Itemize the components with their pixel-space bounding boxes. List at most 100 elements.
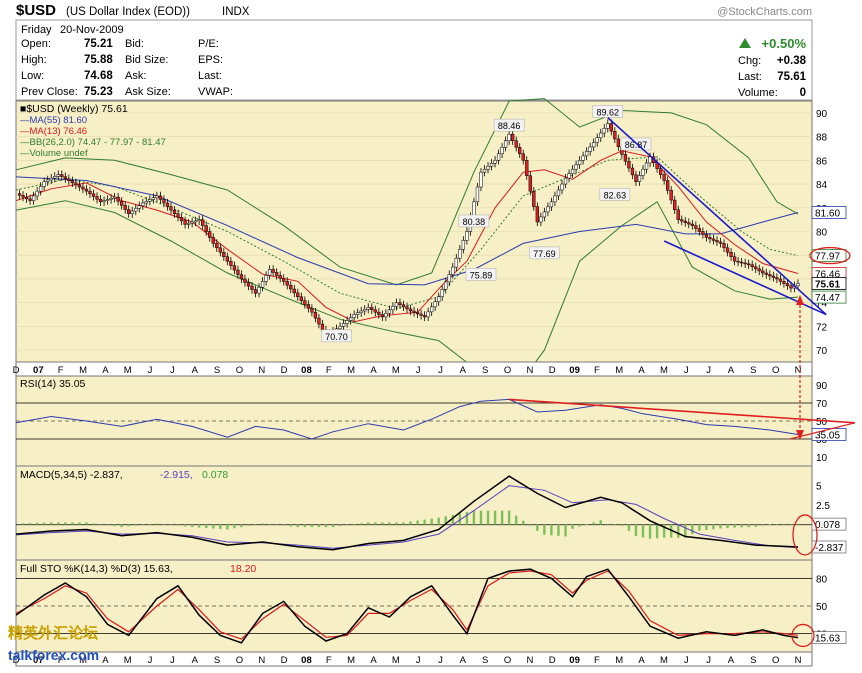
candle-body: [658, 168, 663, 175]
macd-hist-bar: [747, 524, 750, 528]
macd-hist-bar: [183, 524, 187, 527]
x-tick-label: J: [706, 365, 711, 376]
candle-body: [616, 138, 621, 147]
candle-body: [680, 219, 684, 222]
candle-body: [165, 202, 170, 207]
macd-hist-bar: [789, 524, 793, 525]
candle-body: [172, 209, 177, 214]
x-tick-label: J: [416, 365, 421, 376]
candle-body: [785, 283, 790, 287]
candle-body: [747, 263, 751, 266]
x-tick-label: J: [148, 365, 153, 376]
candle-body: [764, 272, 768, 275]
candle-body: [415, 312, 420, 315]
candle-body: [725, 247, 730, 253]
y-tick-label: 86: [816, 156, 828, 167]
x-tick-label: S: [750, 365, 756, 376]
candle-body: [28, 198, 32, 201]
x-axis-strip: [15, 651, 813, 667]
candle-body: [405, 306, 409, 310]
macd-hist-bar: [205, 524, 208, 529]
candle-body: [88, 190, 92, 195]
candle-body: [401, 304, 406, 308]
macd-hist-bar: [493, 510, 497, 525]
candle-body: [535, 206, 539, 223]
x-tick-label: A: [728, 365, 735, 376]
x-tick-label: S: [214, 365, 220, 376]
annotation-box: [465, 268, 497, 281]
quote-right-value: 75.61: [777, 71, 806, 83]
candle-body: [253, 289, 258, 294]
macd-value-box: [811, 540, 847, 554]
macd-hist-bar: [409, 521, 412, 525]
quote-mid2-label: Last:: [198, 70, 222, 82]
candle-body: [722, 243, 726, 249]
candle-body: [77, 184, 82, 188]
legend-item: —BB(26,2.0) 74.47 - 77.97 - 81.47: [20, 137, 166, 148]
macd-hist-bar: [317, 524, 321, 528]
x-tick-label: O: [772, 655, 779, 666]
candle-body: [384, 313, 388, 318]
candle-body: [39, 186, 43, 192]
candle-body: [105, 199, 110, 201]
quote-mid-label: Bid:: [125, 38, 144, 50]
candle-body: [391, 305, 395, 311]
candle-body: [31, 195, 36, 201]
candle-body: [704, 234, 709, 238]
candle-body: [444, 281, 448, 290]
candle-body: [229, 260, 233, 266]
y-tick-label: 88: [816, 133, 828, 144]
candle-body: [778, 278, 783, 282]
x-tick-label: A: [638, 365, 645, 376]
x-tick-label: D: [13, 655, 20, 666]
legend-item: —MA(55) 81.60: [20, 115, 87, 126]
candle-body: [56, 174, 60, 177]
annotation-box: [321, 329, 352, 343]
candle-body: [225, 256, 230, 262]
sto-y-tick: 50: [816, 602, 828, 613]
candle-body: [144, 200, 148, 204]
candle-body: [412, 310, 416, 313]
candle-body: [694, 225, 698, 229]
right-value-label: 75.61: [815, 280, 840, 291]
macd-hist-bar: [782, 524, 786, 525]
macd-hist-bar: [796, 523, 800, 525]
exchange-label: INDX: [222, 6, 250, 18]
macd-value-label: -2.837: [815, 543, 844, 554]
macd-hist-bar: [233, 524, 236, 529]
x-tick-label: A: [192, 365, 199, 376]
candle-body: [127, 209, 131, 214]
macd-hist-bar: [289, 524, 292, 527]
x-tick-label: S: [482, 655, 488, 666]
candle-body: [697, 228, 702, 232]
price-annotation: 75.89: [470, 270, 493, 280]
candle-body: [789, 285, 793, 289]
macd-hist-bar: [550, 524, 553, 536]
macd-hist-bar: [78, 522, 81, 525]
highlight-ellipse: [809, 246, 851, 265]
candle-body: [70, 180, 75, 184]
macd-hist-bar: [613, 524, 617, 526]
x-tick-label: N: [795, 655, 802, 666]
macd-hist-bar: [606, 523, 609, 525]
macd-hist-bar: [444, 516, 447, 525]
candle-body: [577, 160, 582, 166]
candle-body: [500, 147, 504, 155]
sto-value-box: [811, 631, 847, 645]
sto-title: Full STO %K(14,3) %D(3) 15.63,: [20, 563, 173, 575]
macd-value-label: 0.078: [815, 520, 840, 531]
candle-body: [711, 238, 716, 241]
macd-hist-bar: [282, 524, 285, 526]
price-annotation: 86.87: [625, 140, 648, 150]
candle-body: [451, 266, 455, 275]
macd-hist-bar: [64, 522, 67, 525]
macd-hist-bar: [155, 523, 159, 525]
candle-body: [634, 174, 638, 182]
price-annotation: 89.62: [597, 107, 620, 117]
x-tick-label: N: [526, 365, 533, 376]
x-tick-label: A: [192, 655, 199, 666]
macd-hist-bar: [268, 524, 271, 525]
x-tick-label: A: [370, 655, 377, 666]
candle-body: [239, 274, 244, 280]
